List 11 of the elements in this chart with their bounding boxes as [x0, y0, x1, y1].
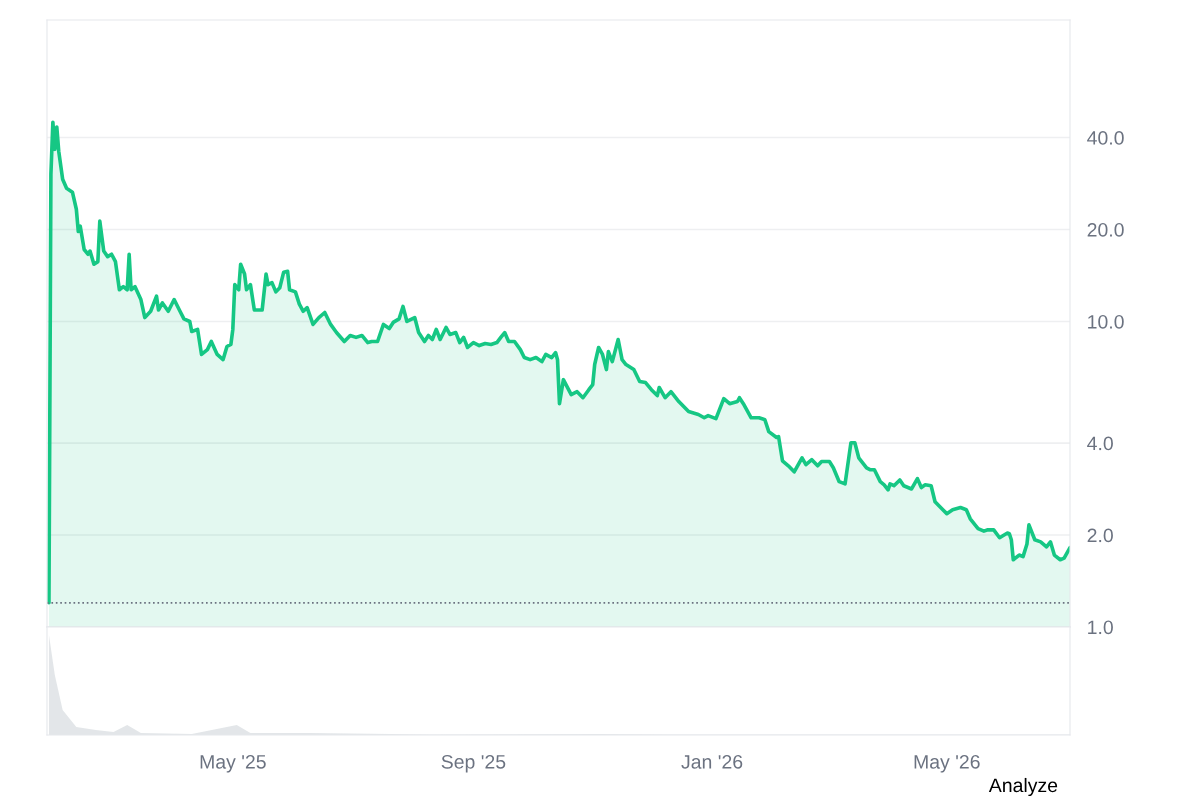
y-tick-label: 10.0	[1088, 314, 1124, 329]
y-tick-label: 1.0	[1088, 620, 1113, 635]
y-tick-label: 20.0	[1087, 222, 1124, 237]
x-tick-label: May '26	[914, 754, 980, 773]
y-tick-label: 2.0	[1087, 528, 1113, 543]
x-tick-label: Sep '25	[441, 754, 506, 773]
x-tick-label: May '25	[200, 754, 266, 773]
x-tick-label: Jan '26	[681, 754, 743, 769]
text: Analyze	[988, 777, 1058, 797]
y-tick-label: 4.0	[1087, 436, 1113, 451]
y-tick-label: 40.0	[1087, 131, 1124, 145]
